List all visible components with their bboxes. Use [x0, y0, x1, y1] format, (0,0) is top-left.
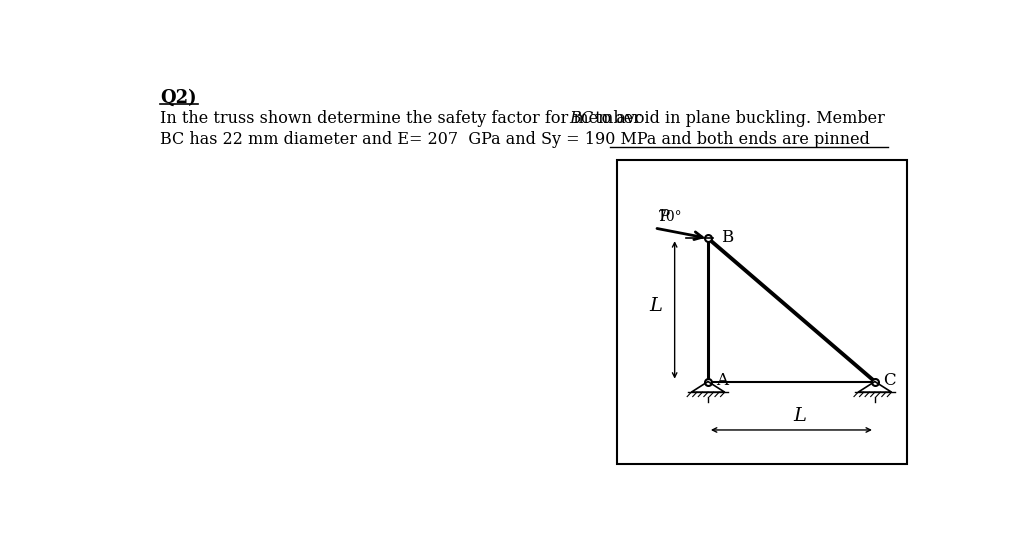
Text: P: P [658, 207, 669, 225]
Text: to avoid in plane buckling. Member: to avoid in plane buckling. Member [590, 110, 886, 127]
Text: C: C [883, 372, 896, 389]
Text: BC: BC [569, 110, 593, 127]
Text: Q2): Q2) [160, 89, 197, 107]
Text: B: B [721, 229, 733, 246]
Text: 70°: 70° [658, 210, 683, 224]
FancyBboxPatch shape [617, 160, 906, 464]
Text: A: A [715, 372, 728, 389]
Text: In the truss shown determine the safety factor for member: In the truss shown determine the safety … [160, 110, 646, 127]
Text: L: L [793, 407, 806, 425]
Text: BC has 22 mm diameter and E= 207  GPa and Sy = 190 MPa and both ends are pinned: BC has 22 mm diameter and E= 207 GPa and… [160, 131, 870, 148]
Text: L: L [650, 296, 663, 315]
